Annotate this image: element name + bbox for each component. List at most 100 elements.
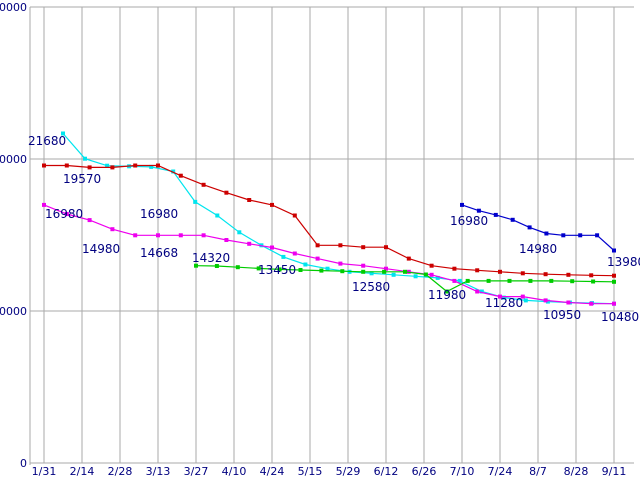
data-point-labels: 21680 19570 16980 14980 16980 14668 14320 13450…	[28, 134, 640, 324]
point-value-label: 11980	[428, 288, 466, 302]
point-value-label: 14668	[140, 246, 178, 260]
x-axis-tick-label: 6/12	[374, 465, 399, 478]
point-value-label: 14980	[82, 242, 120, 256]
series-green-series	[194, 263, 616, 294]
data-point-marker	[501, 295, 506, 300]
data-point-marker	[194, 263, 198, 268]
x-axis-tick-label: 8/28	[564, 465, 589, 478]
x-axis-tick-label: 8/7	[529, 465, 547, 478]
data-point-marker	[247, 198, 252, 202]
data-point-marker	[391, 272, 396, 277]
data-point-marker	[178, 233, 183, 238]
data-point-marker	[589, 273, 594, 278]
data-point-marker	[589, 301, 594, 306]
x-axis-tick-label: 5/29	[336, 465, 361, 478]
data-point-marker	[523, 298, 528, 303]
data-point-marker	[171, 169, 176, 174]
data-point-marker	[64, 163, 69, 168]
x-axis-tick-label: 3/13	[146, 465, 171, 478]
data-point-marker	[384, 245, 388, 250]
data-point-marker	[235, 265, 240, 270]
y-axis-labels: 0 10000 20000 30000	[0, 1, 27, 470]
point-value-label: 19570	[63, 172, 101, 186]
data-point-marker	[149, 164, 154, 169]
data-point-marker	[338, 243, 343, 248]
data-point-marker	[578, 233, 583, 238]
data-point-marker	[201, 233, 206, 238]
data-point-marker	[406, 256, 411, 261]
series-line	[43, 204, 614, 305]
data-point-marker	[110, 227, 115, 232]
data-point-marker	[270, 202, 274, 207]
data-point-marker	[292, 251, 297, 256]
data-point-marker	[281, 254, 286, 259]
point-value-label: 13980	[607, 255, 640, 269]
data-point-marker	[475, 289, 480, 294]
data-point-marker	[479, 289, 484, 294]
data-point-marker	[256, 266, 261, 271]
data-point-marker	[452, 266, 457, 271]
point-value-label: 16980	[140, 207, 178, 221]
data-point-marker	[303, 262, 308, 267]
data-point-marker	[361, 263, 366, 268]
data-point-marker	[429, 263, 434, 268]
data-point-marker	[498, 269, 502, 274]
x-axis-tick-label: 2/28	[108, 465, 133, 478]
data-point-marker	[64, 212, 69, 216]
data-point-marker	[224, 238, 229, 242]
data-point-marker	[486, 278, 491, 283]
data-point-marker	[292, 213, 297, 218]
data-point-marker	[465, 278, 470, 283]
series-line	[44, 164, 615, 277]
data-point-marker	[520, 294, 525, 299]
data-point-marker	[403, 269, 407, 274]
data-point-marker	[543, 272, 548, 277]
x-axis-tick-label: 3/27	[184, 465, 209, 478]
data-point-marker	[527, 225, 532, 230]
data-point-marker	[156, 233, 160, 238]
x-axis-tick-label: 4/24	[260, 465, 285, 478]
data-point-marker	[298, 268, 303, 272]
data-point-marker	[215, 213, 220, 218]
x-axis-tick-label: 7/10	[450, 465, 475, 478]
data-point-marker	[224, 190, 229, 195]
point-value-label: 21680	[28, 134, 66, 148]
data-point-marker	[319, 268, 324, 273]
point-value-label: 10480	[601, 310, 639, 324]
data-point-marker	[595, 233, 600, 238]
data-point-marker	[105, 163, 110, 168]
data-point-marker	[133, 233, 138, 238]
data-point-marker	[83, 156, 87, 161]
data-point-marker	[561, 233, 566, 238]
series-blue-series	[460, 202, 616, 253]
data-point-marker	[452, 278, 457, 283]
data-point-marker	[612, 248, 616, 253]
grid-lines	[29, 6, 634, 465]
point-value-label: 12580	[352, 280, 390, 294]
data-point-marker	[384, 266, 388, 271]
data-point-marker	[277, 267, 282, 272]
x-axis-tick-label: 2/14	[70, 465, 95, 478]
series-line	[62, 133, 615, 305]
data-point-marker	[201, 182, 206, 187]
data-point-marker	[520, 271, 525, 276]
data-point-marker	[361, 269, 366, 274]
data-point-marker	[61, 131, 65, 136]
data-point-marker	[429, 272, 434, 277]
x-axis-labels: 1/31 2/14 2/28 3/13 3/27 4/10 4/24 5/15 5/29 6/12…	[32, 465, 627, 478]
data-point-marker	[214, 264, 219, 268]
series-red-series	[42, 163, 616, 278]
data-point-marker	[237, 230, 242, 235]
data-point-marker	[545, 299, 550, 304]
data-point-marker	[475, 268, 480, 273]
data-point-marker	[325, 266, 330, 271]
data-point-marker	[460, 202, 464, 207]
data-point-marker	[498, 294, 502, 299]
data-point-marker	[507, 278, 512, 283]
data-point-marker	[315, 243, 320, 248]
data-point-marker	[543, 298, 548, 303]
data-point-marker	[369, 271, 374, 276]
data-point-marker	[133, 163, 138, 168]
